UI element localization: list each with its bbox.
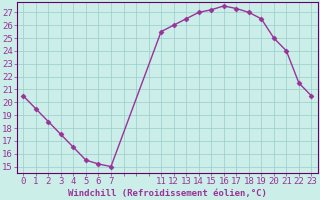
- X-axis label: Windchill (Refroidissement éolien,°C): Windchill (Refroidissement éolien,°C): [68, 189, 267, 198]
